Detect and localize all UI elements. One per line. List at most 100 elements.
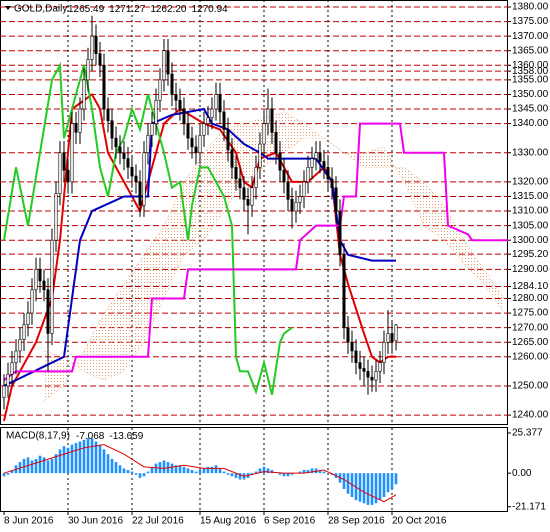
candle-body: [326, 167, 330, 180]
candle-body: [342, 254, 346, 328]
y-tick-label: 1270.00: [512, 322, 549, 333]
candle-body: [170, 73, 174, 95]
candle-body: [314, 152, 318, 159]
macd-bar: [346, 473, 350, 494]
macd-bar: [62, 446, 66, 474]
macd-bar: [234, 473, 238, 478]
candle-body: [258, 143, 262, 168]
macd-bar: [322, 471, 326, 474]
candle-body: [234, 167, 238, 180]
candle-body: [250, 187, 254, 206]
macd-bar: [230, 473, 234, 477]
candle-body: [390, 333, 394, 343]
main-panel: [0, 0, 511, 512]
title-value: 1270.94: [191, 4, 228, 15]
y-tick-label: 1355.00: [512, 75, 549, 86]
candle-body: [10, 362, 14, 375]
candle-body: [394, 324, 398, 342]
candle-body: [358, 362, 362, 369]
y-tick-label: 1310.00: [512, 206, 549, 217]
macd-bar: [202, 468, 206, 474]
candle-body: [94, 35, 98, 54]
macd-bar: [206, 466, 210, 474]
candle-body: [294, 201, 298, 212]
macd-title-values: -7.068 -13.659: [76, 431, 144, 442]
macd-bar: [366, 473, 370, 505]
candle-body: [298, 196, 302, 203]
macd-bar: [122, 468, 126, 474]
candle-body: [206, 117, 210, 124]
candle-body: [290, 199, 294, 212]
macd-bar: [290, 473, 294, 475]
macd-bar: [190, 470, 194, 474]
candle-body: [62, 152, 66, 171]
candle-body: [58, 152, 62, 194]
candle-body: [362, 368, 366, 372]
indicator-line: [3, 122, 508, 381]
candle-body: [102, 64, 106, 110]
candle-body: [338, 210, 342, 256]
y-tick-label: 1315.00: [512, 191, 549, 202]
x-tick-label: 22 Jul 2016: [132, 516, 184, 527]
macd-bar: [74, 443, 78, 474]
y-tick-label: 1375.00: [512, 16, 549, 27]
y-tick-label: 1365.00: [512, 45, 549, 56]
candle-body: [282, 169, 286, 183]
macd-bar: [306, 470, 310, 474]
candle-body: [26, 312, 30, 326]
y-tick-label: 1370.00: [512, 31, 549, 42]
y-tick-label: 1280.00: [512, 293, 549, 304]
macd-bar: [22, 458, 26, 474]
macd-bar: [150, 466, 154, 474]
macd-bar: [210, 466, 214, 474]
macd-bar: [254, 471, 258, 474]
macd-bar: [182, 466, 186, 474]
candle-body: [14, 350, 18, 363]
candle-body: [210, 108, 214, 119]
candle-body: [302, 181, 306, 197]
candle-body: [106, 108, 110, 121]
macd-bar: [134, 473, 138, 475]
macd-bar: [270, 470, 274, 474]
title-value: 1262.20: [150, 4, 187, 15]
macd-bar: [310, 468, 314, 474]
candle-body: [122, 152, 126, 159]
y-tick-label: 1340.00: [512, 118, 549, 129]
candle-body: [370, 376, 374, 381]
candle-body: [182, 108, 186, 124]
macd-bar: [170, 463, 174, 474]
candle-body: [310, 158, 314, 168]
candle-body: [226, 129, 230, 151]
macd-bar: [218, 468, 222, 474]
signal-line: [3, 444, 397, 503]
macd-bar: [50, 458, 54, 474]
candle-body: [378, 362, 382, 372]
macd-bar: [114, 462, 118, 474]
macd-bar: [42, 457, 46, 474]
y-tick-label: 1240.00: [512, 410, 549, 421]
y-tick-label: 1380.00: [512, 2, 549, 13]
candle-body: [346, 327, 350, 343]
macd-bar: [266, 468, 270, 474]
candle-body: [30, 289, 34, 314]
macd-bar: [110, 458, 114, 474]
candle-body: [374, 371, 378, 381]
macd-title: MACD(8,17,9): [6, 431, 70, 442]
y-tick-label: 1250.00: [512, 381, 549, 392]
x-tick-label: 6 Sep 2016: [264, 516, 316, 527]
candle-body: [50, 239, 54, 334]
y-tick-label: 1360.00: [512, 60, 549, 71]
macd-bar: [226, 473, 230, 475]
macd-bar: [142, 473, 146, 477]
y-tick-label: 1330.00: [512, 147, 549, 158]
macd-bar: [286, 473, 290, 477]
candle-body: [18, 339, 22, 352]
y-tick-label: -21.171: [512, 501, 546, 512]
candle-body: [350, 341, 354, 352]
candle-body: [42, 280, 46, 291]
macd-bar: [34, 458, 38, 474]
x-tick-label: 20 Oct 2016: [392, 516, 447, 527]
macd-bar: [394, 473, 398, 485]
y-tick-label: 1290.00: [512, 264, 549, 275]
candle-body: [22, 324, 26, 340]
